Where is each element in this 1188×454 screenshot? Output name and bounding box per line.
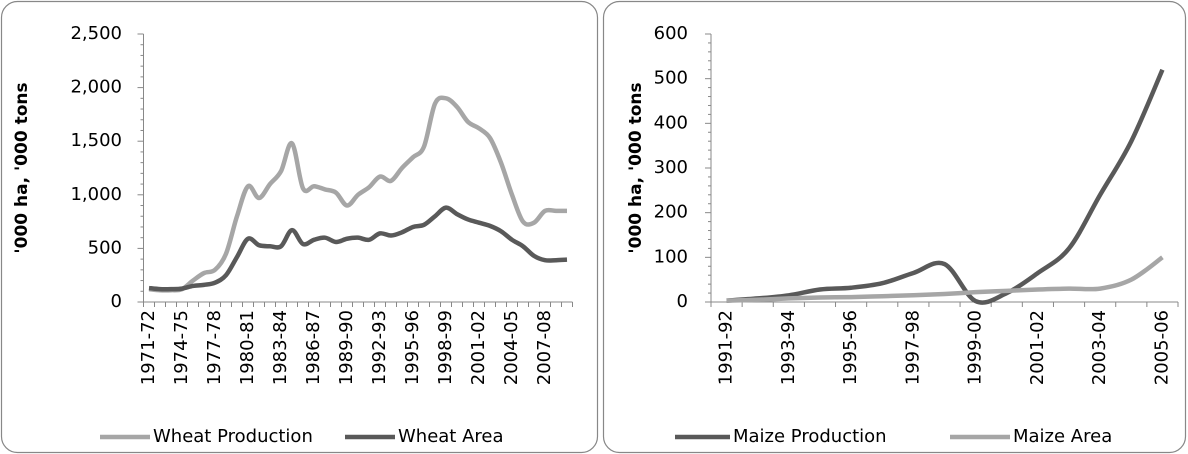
x-tick-label: 2001-02 (1027, 310, 1048, 385)
chart-frame (0, 0, 599, 454)
y-tick-label: 0 (111, 291, 122, 312)
y-tick-label: 400 (654, 112, 688, 133)
x-tick-label: 1995-96 (840, 310, 861, 385)
y-axis-title: '000 ha, '000 tons (12, 82, 32, 253)
legend-label: Wheat Area (398, 426, 504, 447)
y-tick-label: 2,000 (70, 77, 122, 98)
x-tick-label: 1999-00 (965, 310, 986, 385)
x-tick-label: 2005-06 (1151, 310, 1172, 385)
x-tick-label: 1992-93 (369, 310, 390, 385)
x-tick-label: 1991-92 (716, 310, 737, 385)
x-tick-label: 2001-02 (468, 310, 489, 385)
x-tick-label: 1977-78 (204, 310, 225, 385)
x-tick-label: 1998-99 (435, 310, 456, 385)
x-tick-label: 1997-98 (902, 310, 923, 385)
x-tick-label: 1983-84 (270, 310, 291, 385)
y-tick-label: 200 (654, 202, 688, 223)
x-tick-label: 1986-87 (303, 310, 324, 385)
legend-label: Wheat Production (153, 426, 313, 447)
legend-label: Maize Area (1013, 426, 1112, 447)
y-tick-label: 1,000 (70, 184, 122, 205)
y-tick-label: 2,500 (70, 23, 122, 44)
x-tick-label: 1980-81 (237, 310, 258, 385)
series-line (148, 95, 567, 293)
y-tick-label: 500 (88, 237, 122, 258)
x-tick-label: 1971-72 (138, 310, 159, 385)
y-tick-label: 500 (654, 68, 688, 89)
y-tick-label: 0 (677, 291, 688, 312)
series-line (726, 255, 1164, 303)
x-tick-label: 1993-94 (778, 310, 799, 385)
x-tick-label: 1974-75 (171, 310, 192, 385)
x-tick-label: 1995-96 (402, 310, 423, 385)
x-tick-label: 2004-05 (501, 310, 522, 385)
y-tick-label: 300 (654, 157, 688, 178)
y-tick-label: 600 (654, 23, 688, 44)
y-tick-label: 1,500 (70, 130, 122, 151)
chart-frame (602, 0, 1187, 454)
x-tick-label: 1989-90 (336, 310, 357, 385)
series-line (726, 68, 1165, 305)
series-line (148, 205, 568, 292)
legend-label: Maize Production (733, 426, 887, 447)
x-tick-label: 2003-04 (1089, 310, 1110, 385)
x-tick-label: 2007-08 (534, 310, 555, 385)
y-axis-title: '000 ha, '000 tons (626, 82, 646, 253)
y-tick-label: 100 (654, 246, 688, 267)
